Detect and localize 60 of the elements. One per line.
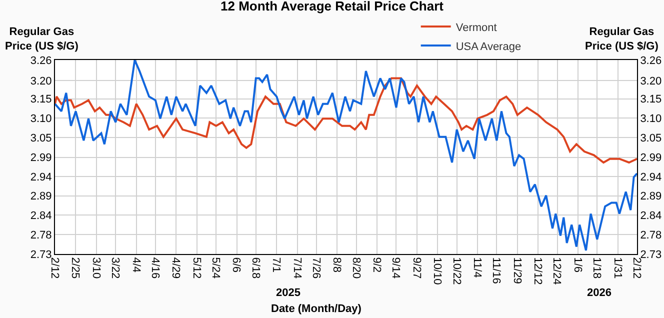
text: 2025 bbox=[276, 287, 300, 299]
x-tick-label: 4/29 bbox=[170, 257, 182, 279]
x-tick-label: 11/4 bbox=[470, 257, 483, 278]
y-tick-label: 2.99 bbox=[30, 152, 52, 164]
y2-tick-label: 2.84 bbox=[640, 210, 662, 222]
x-tick-label: 3/10 bbox=[90, 257, 102, 279]
x-tick-label: 3/22 bbox=[109, 257, 122, 279]
y-tick-label: 3.15 bbox=[30, 94, 52, 106]
x-axis-title: Date (Month/Day) bbox=[271, 303, 362, 315]
x-tick-label: 5/12 bbox=[190, 257, 202, 279]
x-tick-label: 9/2 bbox=[370, 257, 383, 272]
x-tick-label: 10/22 bbox=[450, 257, 462, 285]
chart-title: 12 Month Average Retail Price Chart bbox=[220, 0, 444, 14]
y-tick-label: 2.78 bbox=[30, 229, 52, 242]
y2-tick-label: 2.99 bbox=[640, 152, 662, 164]
x-tick-label: 9/14 bbox=[390, 257, 402, 279]
y-tick-label: 2.89 bbox=[30, 190, 52, 203]
x-tick-label: 12/12 bbox=[532, 257, 544, 285]
x-tick-label: 9/27 bbox=[410, 257, 422, 279]
x-tick-label: 2/12 bbox=[630, 257, 642, 279]
x-tick-label: 1/18 bbox=[590, 257, 603, 279]
y-tick-label: 3.10 bbox=[30, 113, 52, 126]
y-tick-label: 3.20 bbox=[30, 75, 52, 88]
y2-tick-label: 2.89 bbox=[640, 190, 662, 203]
line-series bbox=[55, 77, 637, 164]
y-tick-label: 3.05 bbox=[30, 132, 52, 144]
y2-tick-label: 3.05 bbox=[640, 132, 662, 144]
x-tick-label: 1/6 bbox=[571, 257, 584, 272]
y2-axis-title: Regular Gas Price (US $/G) bbox=[585, 26, 659, 52]
legend-label: USA Average bbox=[456, 40, 522, 53]
text: 2026 bbox=[587, 287, 612, 299]
y2-tick-label: 3.26 bbox=[640, 54, 662, 67]
line-series bbox=[55, 60, 637, 252]
x-tick-label: 6/18 bbox=[249, 257, 262, 279]
x-tick-label: 6/6 bbox=[230, 257, 242, 272]
y2-tick-label: 3.20 bbox=[640, 75, 662, 88]
x-tick-label: 2/25 bbox=[69, 257, 82, 279]
y2-tick-label: 3.10 bbox=[640, 113, 662, 126]
x-tick-label: 11/29 bbox=[510, 257, 523, 284]
x-tick-label: 11/16 bbox=[490, 257, 502, 284]
y2-tick-label: 2.94 bbox=[640, 171, 662, 184]
x-tick-label: 7/14 bbox=[290, 257, 303, 279]
x-tick-label: 5/24 bbox=[209, 257, 222, 279]
y-tick-label: 3.26 bbox=[30, 54, 52, 67]
x-tick-label: 10/10 bbox=[431, 257, 444, 285]
y-tick-label: 2.94 bbox=[30, 171, 52, 184]
y2-tick-label: 3.15 bbox=[640, 94, 662, 106]
x-tick-label: 7/1 bbox=[270, 257, 282, 272]
x-tick-label: 1/31 bbox=[611, 257, 624, 279]
y2-tick-label: 2.78 bbox=[640, 229, 662, 242]
x-tick-label: 8/8 bbox=[330, 257, 343, 272]
x-tick-label: 4/4 bbox=[130, 257, 142, 272]
x-tick-label: 8/20 bbox=[350, 257, 362, 279]
x-tick-label: 7/26 bbox=[310, 257, 322, 279]
x-tick-label: 12/24 bbox=[550, 257, 563, 285]
y-tick-label: 2.84 bbox=[30, 210, 52, 222]
y-axis-title: Regular Gas Price (US $/G) bbox=[5, 26, 79, 52]
x-tick-label: 4/16 bbox=[148, 257, 161, 279]
legend-label: Vermont bbox=[456, 22, 497, 34]
y2-tick-label: 2.73 bbox=[640, 248, 662, 261]
